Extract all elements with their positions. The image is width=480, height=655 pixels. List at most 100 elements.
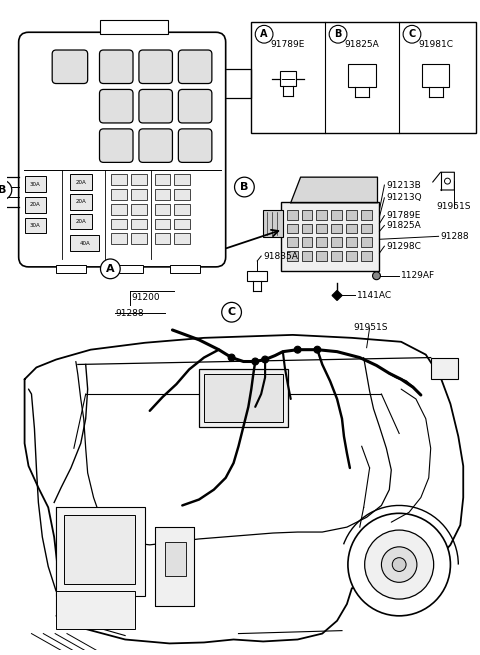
Circle shape [262,356,268,363]
FancyBboxPatch shape [139,50,172,84]
Bar [155,204,170,215]
Text: 91825A: 91825A [386,221,421,230]
Bar [263,210,283,237]
Bar [131,219,147,229]
FancyBboxPatch shape [139,90,172,123]
Bar [287,223,298,233]
Circle shape [348,514,450,616]
Text: A: A [106,264,115,274]
Bar [287,210,298,219]
FancyBboxPatch shape [99,129,133,162]
Text: 91825A: 91825A [344,40,379,49]
Bar [287,251,298,261]
Bar [174,219,190,229]
Bar [301,223,312,233]
Text: 91789E: 91789E [386,211,421,220]
Bar [331,223,342,233]
Text: 91213B: 91213B [386,181,421,189]
Bar [111,219,127,229]
Bar [346,251,357,261]
Bar [155,219,170,229]
Ellipse shape [84,557,111,576]
Bar [174,204,190,215]
Text: 91288: 91288 [441,232,469,241]
Text: 91981C: 91981C [418,40,453,49]
Bar [56,591,135,629]
Bar [24,217,46,233]
Bar [331,210,342,219]
Circle shape [255,26,273,43]
Bar [155,233,170,244]
Bar [247,271,267,281]
Circle shape [228,354,235,361]
Bar [346,210,357,219]
Text: B: B [335,29,342,39]
Circle shape [0,180,12,200]
Bar [64,515,135,584]
Bar [348,64,375,88]
Text: 91288: 91288 [115,309,144,318]
Bar [422,64,449,88]
Circle shape [444,178,450,184]
Bar [111,233,127,244]
Circle shape [294,346,301,353]
Text: 91789E: 91789E [271,40,305,49]
Circle shape [252,358,259,365]
Text: 1141AC: 1141AC [357,291,392,300]
Bar [281,202,380,271]
Circle shape [372,272,381,280]
Text: 20A: 20A [75,199,86,204]
Text: 1129AF: 1129AF [401,271,435,280]
Circle shape [403,26,421,43]
FancyBboxPatch shape [99,90,133,123]
Text: A: A [260,29,268,39]
Bar [70,235,99,251]
Bar [280,71,296,86]
Circle shape [382,547,417,582]
FancyBboxPatch shape [179,129,212,162]
Text: 91951S: 91951S [354,324,388,333]
Circle shape [365,530,433,599]
Bar [70,214,92,229]
Bar [170,265,200,272]
Bar [252,22,476,133]
FancyBboxPatch shape [99,50,133,84]
Bar [316,237,327,247]
Bar [155,189,170,200]
Circle shape [329,26,347,43]
FancyBboxPatch shape [179,50,212,84]
Polygon shape [332,291,342,301]
Bar [131,204,147,215]
Circle shape [222,303,241,322]
Text: 30A: 30A [30,181,41,187]
Bar [131,189,147,200]
Text: 20A: 20A [75,179,86,185]
Bar [361,237,372,247]
Bar [155,174,170,185]
Text: 91835A: 91835A [263,252,298,261]
Circle shape [100,259,120,279]
Bar [155,527,194,606]
Bar [174,189,190,200]
Text: 40A: 40A [79,241,90,246]
Bar [301,237,312,247]
Text: 20A: 20A [30,202,41,207]
Text: 91213Q: 91213Q [386,193,422,202]
Bar [316,210,327,219]
Bar [174,174,190,185]
Bar [287,237,298,247]
Bar [174,233,190,244]
Circle shape [392,557,406,571]
Bar [24,197,46,213]
Bar [361,251,372,261]
FancyBboxPatch shape [52,50,88,84]
Bar [70,194,92,210]
FancyBboxPatch shape [139,129,172,162]
Circle shape [314,346,321,353]
Polygon shape [291,177,377,203]
Bar [111,189,127,200]
Bar [131,174,147,185]
Text: B: B [0,185,6,195]
Text: 91951S: 91951S [437,202,471,212]
Bar [131,233,147,244]
